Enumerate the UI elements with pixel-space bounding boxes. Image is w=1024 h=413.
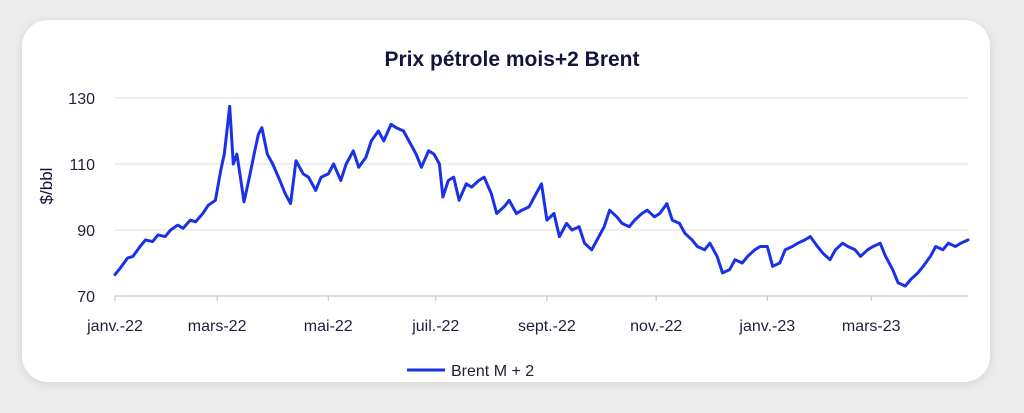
x-tick-label: janv.-22 <box>86 318 143 335</box>
chart-title: Prix pétrole mois+2 Brent <box>384 48 639 71</box>
x-tick-label: mai-22 <box>304 318 353 335</box>
y-tick-label: 90 <box>77 223 95 240</box>
x-tick-label: janv.-23 <box>738 318 795 335</box>
legend: Brent M + 2 <box>407 363 534 380</box>
x-tick-label: mars-22 <box>188 318 247 335</box>
legend-label-brent: Brent M + 2 <box>451 363 534 380</box>
y-tick-label: 70 <box>77 289 95 306</box>
x-tick-labels: janv.-22 mars-22 mai-22 juil.-22 sept.-22 nov… <box>86 296 901 335</box>
series-group <box>113 104 970 288</box>
y-tick-label: 130 <box>68 91 95 108</box>
y-axis-label: $/bbl <box>37 168 56 205</box>
x-tick-label: juil.-22 <box>411 318 459 335</box>
chart-card <box>22 20 990 382</box>
gridlines <box>115 97 968 297</box>
series-line-brent <box>113 104 970 288</box>
x-tick-label: nov.-22 <box>630 318 682 335</box>
x-tick-label: sept.-22 <box>518 318 576 335</box>
y-tick-labels: 130 110 90 70 <box>68 91 95 306</box>
y-tick-label: 110 <box>69 157 95 174</box>
x-tick-label: mars-23 <box>842 318 901 335</box>
